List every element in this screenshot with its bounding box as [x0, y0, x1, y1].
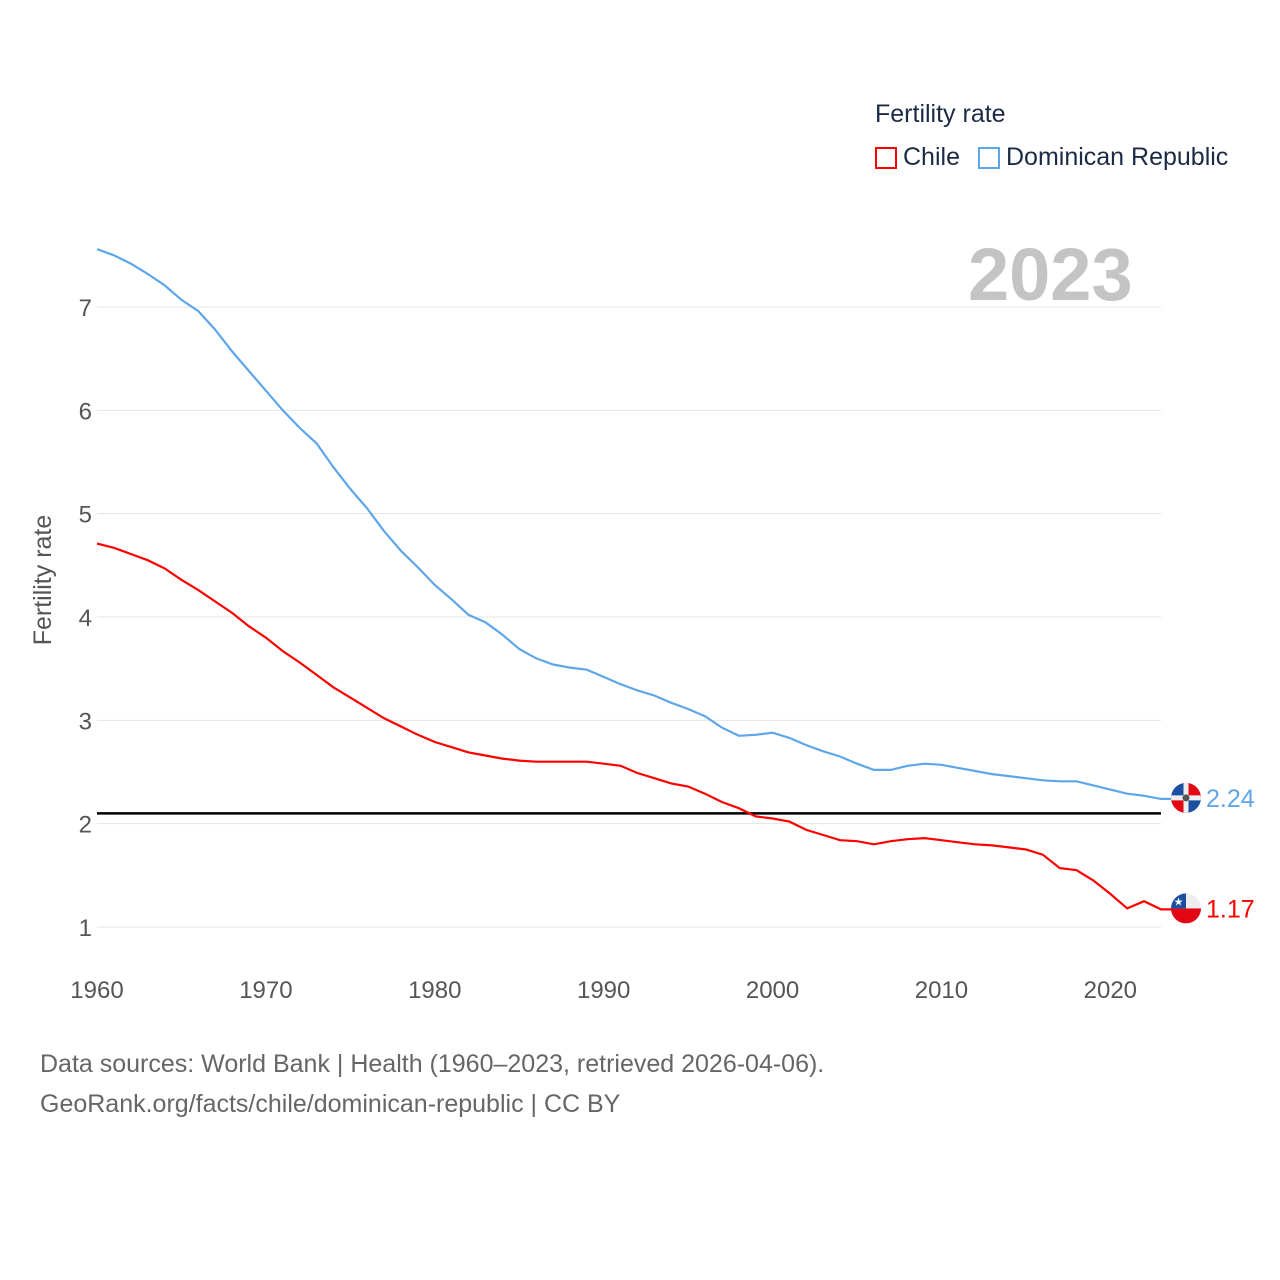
legend-swatch-chile: [875, 146, 897, 169]
legend-item-chile[interactable]: Chile: [875, 143, 960, 172]
legend: Chile Dominican Republic: [875, 143, 1228, 172]
y-tick-label: 7: [79, 295, 92, 322]
source-link[interactable]: GeoRank.org/facts/chile/dominican-republ…: [40, 1090, 621, 1118]
legend-label-chile: Chile: [903, 143, 960, 171]
y-tick-label: 2: [79, 812, 92, 839]
svg-text:★: ★: [1174, 896, 1184, 908]
x-tick-label: 1980: [408, 977, 461, 1004]
year-label: 2023: [968, 233, 1133, 316]
x-tick-label: 2000: [746, 977, 799, 1004]
source-line-1: Data sources: World Bank | Health (1960–…: [40, 1050, 825, 1078]
y-tick-label: 4: [79, 605, 92, 632]
y-tick-label: 1: [79, 915, 92, 942]
x-tick-label: 2010: [915, 977, 968, 1004]
x-tick-label: 1970: [239, 977, 292, 1004]
legend-swatch-dominican-republic: [977, 146, 1000, 169]
x-tick-label: 1990: [577, 977, 630, 1004]
flag-dominican-republic-icon: [1171, 782, 1201, 813]
end-value-label: 1.17: [1206, 895, 1255, 923]
y-tick-label: 3: [79, 708, 92, 735]
legend-label-dominican-republic: Dominican Republic: [1005, 143, 1229, 171]
x-tick-label: 2020: [1084, 977, 1137, 1004]
y-axis-label: Fertility rate: [29, 515, 57, 646]
end-value-label: 2.24: [1206, 785, 1255, 813]
y-tick-label: 5: [79, 502, 92, 529]
series-line-dominican-republic: [96, 248, 1175, 801]
y-tick-label: 6: [79, 398, 92, 425]
x-tick-label: 1960: [70, 977, 123, 1004]
source-text: Data sources: World Bank | Health (1960–…: [40, 1044, 824, 1124]
legend-item-dominican-republic[interactable]: Dominican Republic: [977, 143, 1229, 172]
flag-chile-icon: ★: [1171, 893, 1201, 924]
series-line-chile: [96, 542, 1175, 911]
legend-title: Fertility rate: [875, 100, 1006, 128]
